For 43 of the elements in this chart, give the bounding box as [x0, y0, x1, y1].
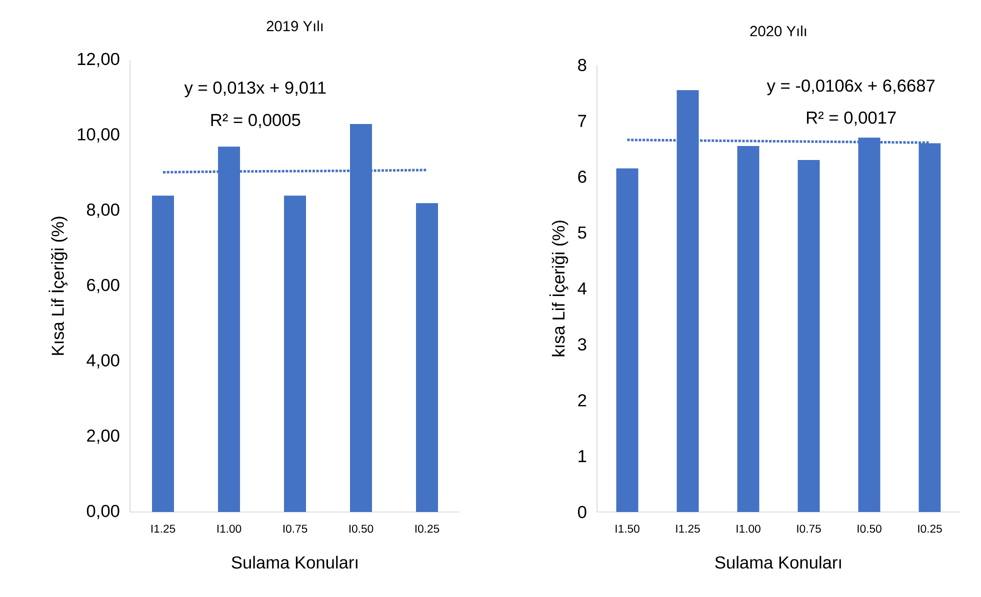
- y-tick-label: 7: [578, 114, 586, 127]
- x-tick-label: I1.00: [217, 524, 242, 533]
- annotation: R² = 0,0005: [211, 114, 300, 128]
- x-tick-label: I1.25: [676, 524, 700, 533]
- y-tick-label: 4: [578, 282, 586, 294]
- x-tick-label: I0.75: [283, 524, 308, 533]
- chart-title: 2020 Yılı: [750, 26, 806, 36]
- x-axis-title: Sulama Konuları: [232, 556, 358, 569]
- y-tick-label: 0: [578, 506, 586, 518]
- bar: [798, 160, 820, 512]
- y-tick-label: 12,00: [78, 52, 120, 68]
- y-tick-label: 3: [578, 338, 586, 351]
- y-tick-label: 6: [578, 170, 586, 183]
- x-axis-title: Sulama Konuları: [715, 556, 841, 569]
- y-tick-label: 8: [578, 58, 586, 72]
- chart-title: 2019 Yılı: [266, 20, 323, 32]
- annotation: R² = 0,0017: [806, 111, 896, 126]
- y-tick-label: 1: [578, 450, 586, 462]
- x-tick-label: I0.50: [349, 524, 374, 533]
- x-tick-label: I0.50: [858, 524, 882, 533]
- y-tick-label: 6,00: [87, 278, 120, 294]
- x-tick-label: I0.25: [415, 524, 440, 533]
- y-tick-label: 5: [578, 226, 586, 239]
- bar: [616, 168, 638, 512]
- x-tick-label: I0.75: [797, 524, 821, 533]
- bar: [737, 146, 760, 512]
- x-tick-label: I1.00: [736, 524, 760, 533]
- x-tick-label: I0.25: [918, 524, 942, 533]
- bar: [416, 203, 438, 512]
- y-tick-label: 0,00: [86, 504, 120, 520]
- y-axis-title: Kısa Lif İçeriği (%): [48, 216, 68, 355]
- annotation: y = 0,013x + 9,011: [184, 82, 326, 98]
- x-tick-label: I1.50: [616, 524, 640, 533]
- y-tick-label: 10,00: [78, 128, 120, 142]
- y-tick-label: 8,00: [86, 204, 120, 218]
- y-tick-label: 2,00: [87, 430, 120, 444]
- y-axis-title: kısa Lif İçeriği (%): [549, 220, 568, 356]
- bar: [152, 196, 174, 512]
- x-tick-label: I1.25: [151, 524, 176, 533]
- y-tick-label: 2: [578, 394, 586, 406]
- annotation: y = -0,0106x + 6,6687: [766, 80, 935, 96]
- y-tick-label: 4,00: [86, 354, 120, 368]
- bar: [284, 196, 306, 512]
